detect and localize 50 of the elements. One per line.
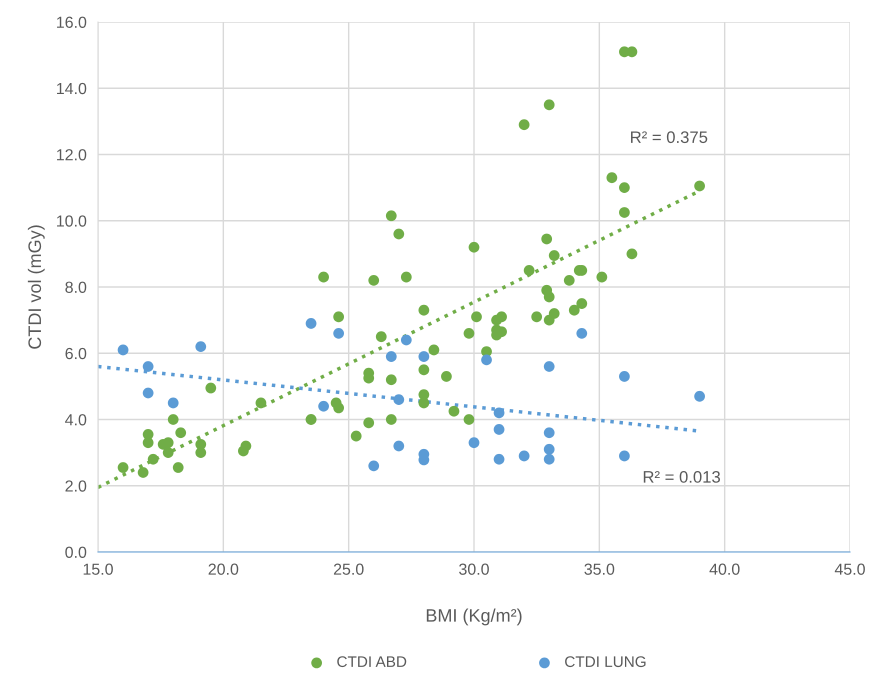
x-tick-label: 15.0 [84,564,113,575]
y-tick-label: 4.0 [65,414,86,426]
point [494,407,504,418]
point [494,454,504,465]
y-axis-title: CTDI vol (mGy) [28,225,45,349]
point [386,351,397,362]
x-tick-label: 45.0 [834,564,865,575]
y-tick-label: 0.0 [65,546,86,558]
point [393,440,404,452]
point [481,354,492,366]
point [306,318,316,329]
point [333,328,344,339]
x-tick-label: 35.0 [584,564,614,575]
point [544,444,555,455]
x-tick-label: 25.0 [334,564,364,575]
point [694,390,705,402]
y-tick-label: 10.0 [57,215,86,227]
annotation: R² = 0.013 [644,471,720,483]
y-tick-label: 6.0 [66,348,86,360]
legend-label: CTDI ABD [337,656,406,668]
point [418,351,430,362]
point [142,388,154,398]
point [468,437,480,448]
point [142,361,154,372]
point [619,450,630,462]
point [576,328,588,339]
x-tick-label: 30.0 [459,564,489,575]
y-tick-label: 16.0 [57,16,86,28]
point [368,460,380,472]
y-tick-label: 14.0 [57,82,86,94]
point [619,371,630,382]
point [195,341,206,352]
point [393,394,404,406]
point [544,361,555,372]
point [118,344,128,356]
x-tick-label: 20.0 [208,564,238,575]
point [518,450,530,462]
x-tick-label: 40.0 [709,564,740,575]
point [494,424,504,435]
y-tick-label: 8.0 [65,282,86,293]
y-tick-label: 2.0 [65,480,86,492]
point [400,334,412,346]
x-axis-title: BMI (Kg/m²) [426,608,522,626]
point [544,427,555,438]
point [318,400,329,412]
legend-label: CTDI LUNG [565,656,646,668]
y-tick-label: 12.0 [57,149,86,160]
point [168,398,179,408]
point [544,454,555,465]
annotation: R² = 0.375 [631,131,708,144]
